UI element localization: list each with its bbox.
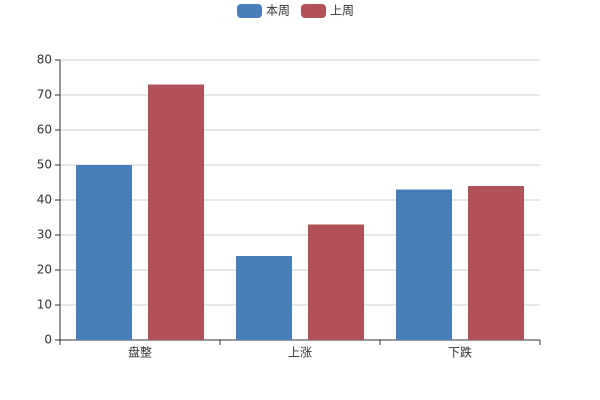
y-tick-label: 70 — [37, 88, 52, 102]
bar — [308, 224, 364, 340]
y-tick-label: 40 — [37, 193, 52, 207]
x-tick-label: 盘整 — [128, 345, 152, 360]
y-tick-label: 20 — [37, 263, 52, 277]
legend-swatch[interactable] — [237, 4, 262, 18]
legend-label[interactable]: 上周 — [330, 4, 354, 18]
legend-label[interactable]: 本周 — [266, 4, 290, 18]
y-tick-label: 10 — [37, 298, 52, 312]
bar — [468, 186, 524, 340]
x-tick-label: 上涨 — [288, 345, 312, 360]
y-tick-label: 0 — [44, 333, 52, 347]
bar — [236, 256, 292, 340]
bar — [396, 189, 452, 340]
legend-swatch[interactable] — [301, 4, 326, 18]
bar — [76, 165, 132, 340]
bar — [148, 84, 204, 340]
y-tick-label: 50 — [37, 158, 52, 172]
x-tick-label: 下跌 — [448, 345, 472, 360]
y-tick-label: 80 — [37, 53, 52, 67]
y-tick-label: 30 — [37, 228, 52, 242]
y-tick-label: 60 — [37, 123, 52, 137]
